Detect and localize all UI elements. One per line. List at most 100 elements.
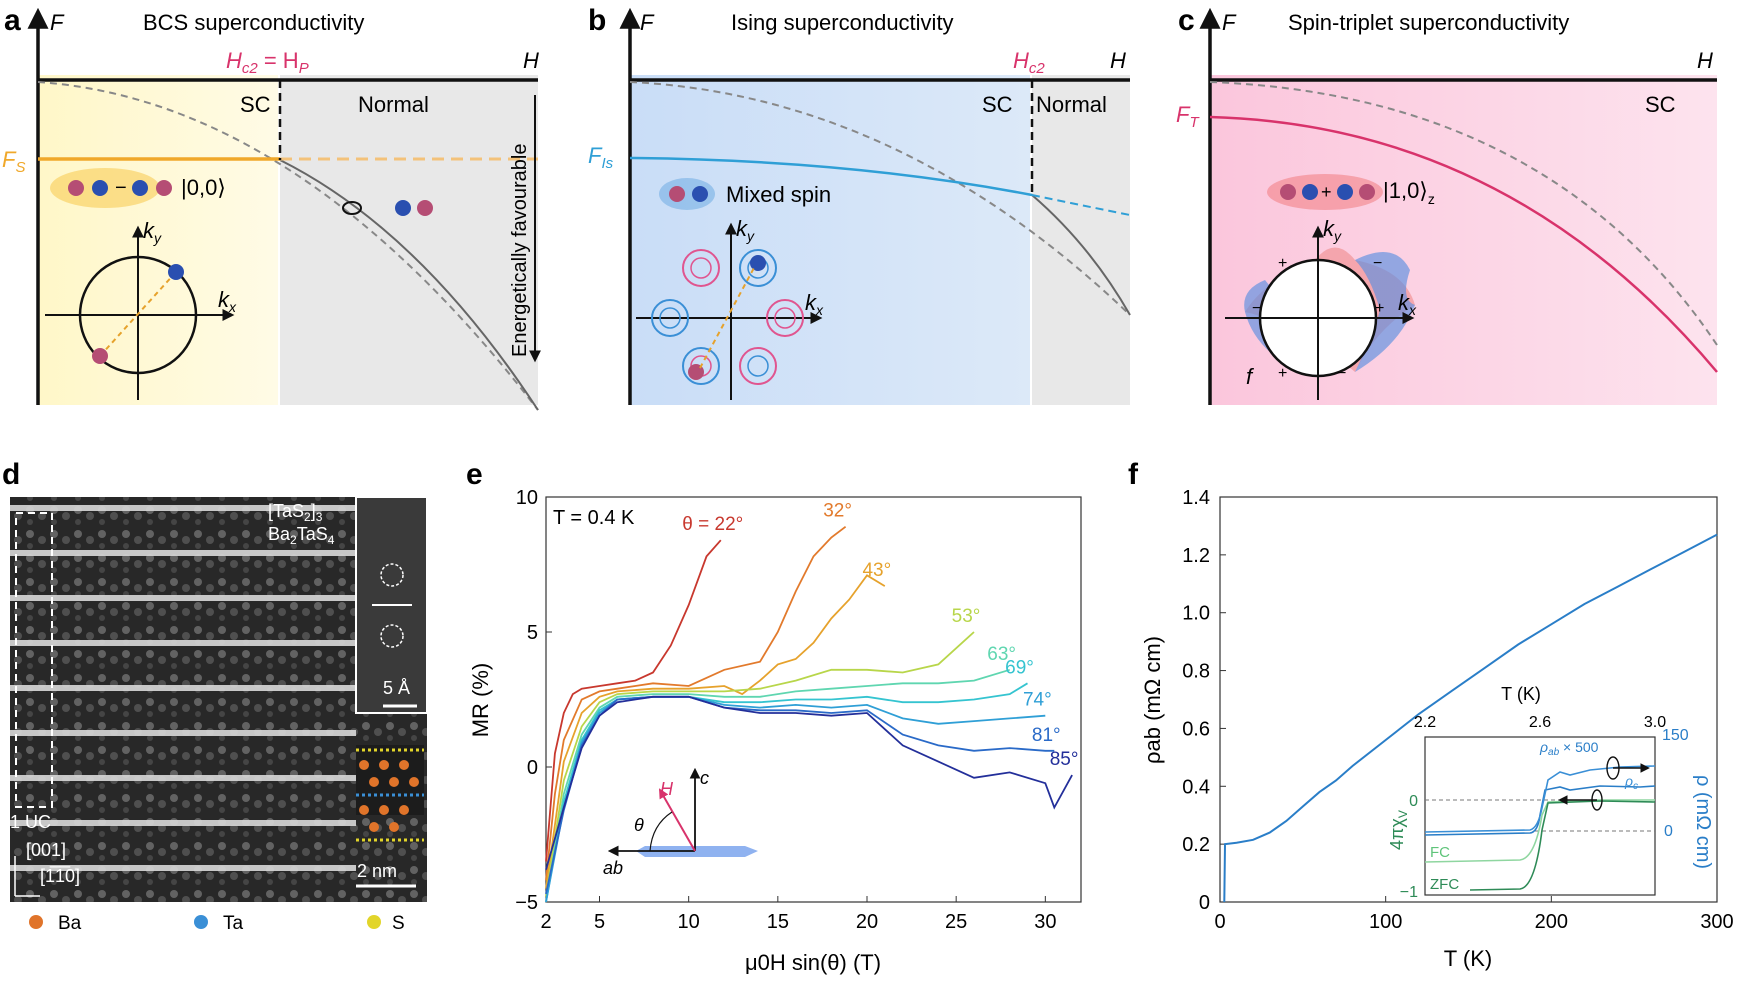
ky-label-c: ky bbox=[1323, 216, 1342, 244]
inset-x-tick: 2.6 bbox=[1529, 714, 1551, 731]
y-tick-label-e: 10 bbox=[516, 487, 538, 509]
x-tick-label-e: 5 bbox=[594, 911, 605, 933]
series-label-e: 74° bbox=[1023, 690, 1052, 711]
normal-region-b bbox=[1032, 75, 1130, 405]
x-tick-label-e: 2 bbox=[540, 911, 551, 933]
x-tick-label-e: 15 bbox=[767, 911, 789, 933]
series-label-e: 69° bbox=[1005, 657, 1034, 678]
y-tick-label-f: 0.4 bbox=[1182, 776, 1210, 798]
spin-down-electron-b bbox=[692, 186, 708, 202]
mr-curve bbox=[545, 574, 886, 889]
inset-left-label: 4πχV bbox=[1387, 810, 1410, 850]
inset-right-label: ρ (mΩ cm) bbox=[1692, 775, 1714, 869]
h-arrow-label: H bbox=[660, 779, 674, 799]
unit-cell-label: 1 UC bbox=[10, 812, 51, 832]
state-label-c: |1,0⟩z bbox=[1383, 178, 1435, 207]
x-axis-label-e: μ0H sin(θ) (T) bbox=[745, 950, 881, 975]
y-tick-label-f: 1.0 bbox=[1182, 603, 1210, 625]
normal-free-energy-b bbox=[1031, 194, 1131, 316]
kx-label-a: kx bbox=[218, 287, 237, 315]
inset-x-tick: 3.0 bbox=[1644, 714, 1666, 731]
fc-label: FC bbox=[1430, 844, 1450, 861]
theta-arc bbox=[649, 811, 673, 852]
layer-label-ba2tas4: Ba2TaS4 bbox=[268, 524, 335, 547]
direction-label-110: [1̅1̅0] bbox=[40, 866, 80, 886]
y-tick-label-f: 0.6 bbox=[1182, 718, 1210, 740]
f-axis-label-a: F bbox=[50, 10, 65, 35]
mr-curve bbox=[545, 668, 1010, 903]
y-tick-label-e: 5 bbox=[527, 622, 538, 644]
mixed-pair-glow bbox=[659, 178, 715, 210]
y-tick-label-f: 0 bbox=[1199, 892, 1210, 914]
energetic-label: Energetically favourable bbox=[509, 144, 531, 357]
stem-bright-row bbox=[10, 505, 356, 511]
normal-electron bbox=[395, 200, 411, 216]
normal-label-a: Normal bbox=[358, 92, 429, 117]
y-tick-label-f: 1.2 bbox=[1182, 545, 1210, 567]
series-label-e: 53° bbox=[952, 606, 981, 627]
stem-bright-row bbox=[10, 775, 356, 781]
rho-c-label: ρc bbox=[1624, 773, 1638, 792]
spin-down-electron bbox=[92, 180, 108, 196]
inset-f bbox=[1424, 736, 1656, 896]
series-label-e: 81° bbox=[1032, 725, 1061, 746]
ticks-f: 0 100 200 300 0 0.2 0.4 0.6 0.8 1.0 1.2 1.4 bbox=[1182, 487, 1734, 933]
crystal-sketch bbox=[636, 846, 758, 857]
kx-label-b: kx bbox=[805, 290, 824, 318]
x-tick-label-f: 100 bbox=[1369, 911, 1402, 933]
mixed-spin-label: Mixed spin bbox=[726, 182, 831, 207]
sc-region-a bbox=[38, 75, 278, 405]
y-axis-label-f: ρab (mΩ cm) bbox=[1140, 636, 1165, 764]
spin-down-electron-c bbox=[1337, 184, 1353, 200]
mr-curve bbox=[545, 631, 975, 897]
series-label-e: 63° bbox=[987, 644, 1016, 665]
stem-bright-row bbox=[10, 550, 356, 556]
spin-down-electron bbox=[132, 180, 148, 196]
panel-a: − bbox=[27, 7, 541, 411]
inset-x-label: T (K) bbox=[1501, 684, 1541, 704]
k-electron bbox=[168, 264, 184, 280]
mr-curve bbox=[545, 695, 1073, 870]
spin-up-electron-b bbox=[669, 186, 685, 202]
sign-plus: + bbox=[1278, 365, 1287, 382]
fs-label: FS bbox=[2, 147, 25, 176]
y-tick-label-e: −5 bbox=[515, 892, 538, 914]
inset-left-tick: 0 bbox=[1409, 793, 1418, 810]
normal-free-energy-dashed bbox=[37, 81, 539, 411]
y-axis-label-e: MR (%) bbox=[468, 663, 493, 738]
f-label-c: f bbox=[1246, 364, 1255, 389]
series-label-e: 85° bbox=[1050, 749, 1079, 770]
pair-link-b bbox=[699, 265, 756, 369]
y-tick-label-e: 0 bbox=[527, 757, 538, 779]
rho-ab-label: ρab × 500 bbox=[1539, 739, 1599, 758]
hc2-label-a: Hc2 = HP bbox=[226, 48, 309, 77]
stem-bright-row bbox=[10, 595, 356, 601]
hc2-label-b: Hc2 bbox=[1013, 48, 1045, 77]
panel-letter-a: a bbox=[4, 4, 21, 37]
panel-title-b: Ising superconductivity bbox=[731, 10, 954, 35]
x-tick-label-f: 200 bbox=[1535, 911, 1568, 933]
series-labels-e: θ = 22° 32° 43° 53° 63°69° 74° 81° 85° bbox=[682, 501, 1078, 770]
fis-label: FIs bbox=[588, 143, 614, 172]
c-axis-label: c bbox=[700, 768, 709, 788]
ft-curve bbox=[1209, 115, 1718, 373]
minus-sign-a: − bbox=[115, 177, 127, 199]
x-tick-label-e: 25 bbox=[945, 911, 967, 933]
unit-cell-box bbox=[15, 512, 53, 808]
stem-bright-row bbox=[10, 730, 356, 736]
triplet-pair-glow bbox=[1267, 174, 1383, 210]
inset-right-tick: 150 bbox=[1662, 727, 1689, 744]
inset-atom-marker bbox=[380, 624, 404, 648]
stem-bright-row bbox=[10, 865, 356, 871]
panel-d bbox=[10, 496, 428, 929]
field-arrow bbox=[659, 788, 696, 852]
normal-free-energy-a bbox=[279, 159, 539, 411]
minus-k-electron bbox=[92, 348, 108, 364]
h-axis-label-c: H bbox=[1697, 48, 1713, 73]
normal-electron bbox=[417, 200, 433, 216]
series-label-e: 32° bbox=[823, 501, 852, 522]
sign-plus: + bbox=[1375, 300, 1384, 317]
y-tick-label-f: 0.8 bbox=[1182, 661, 1210, 683]
series-label-e: 43° bbox=[862, 560, 891, 581]
x-tick-label-e: 30 bbox=[1034, 911, 1056, 933]
